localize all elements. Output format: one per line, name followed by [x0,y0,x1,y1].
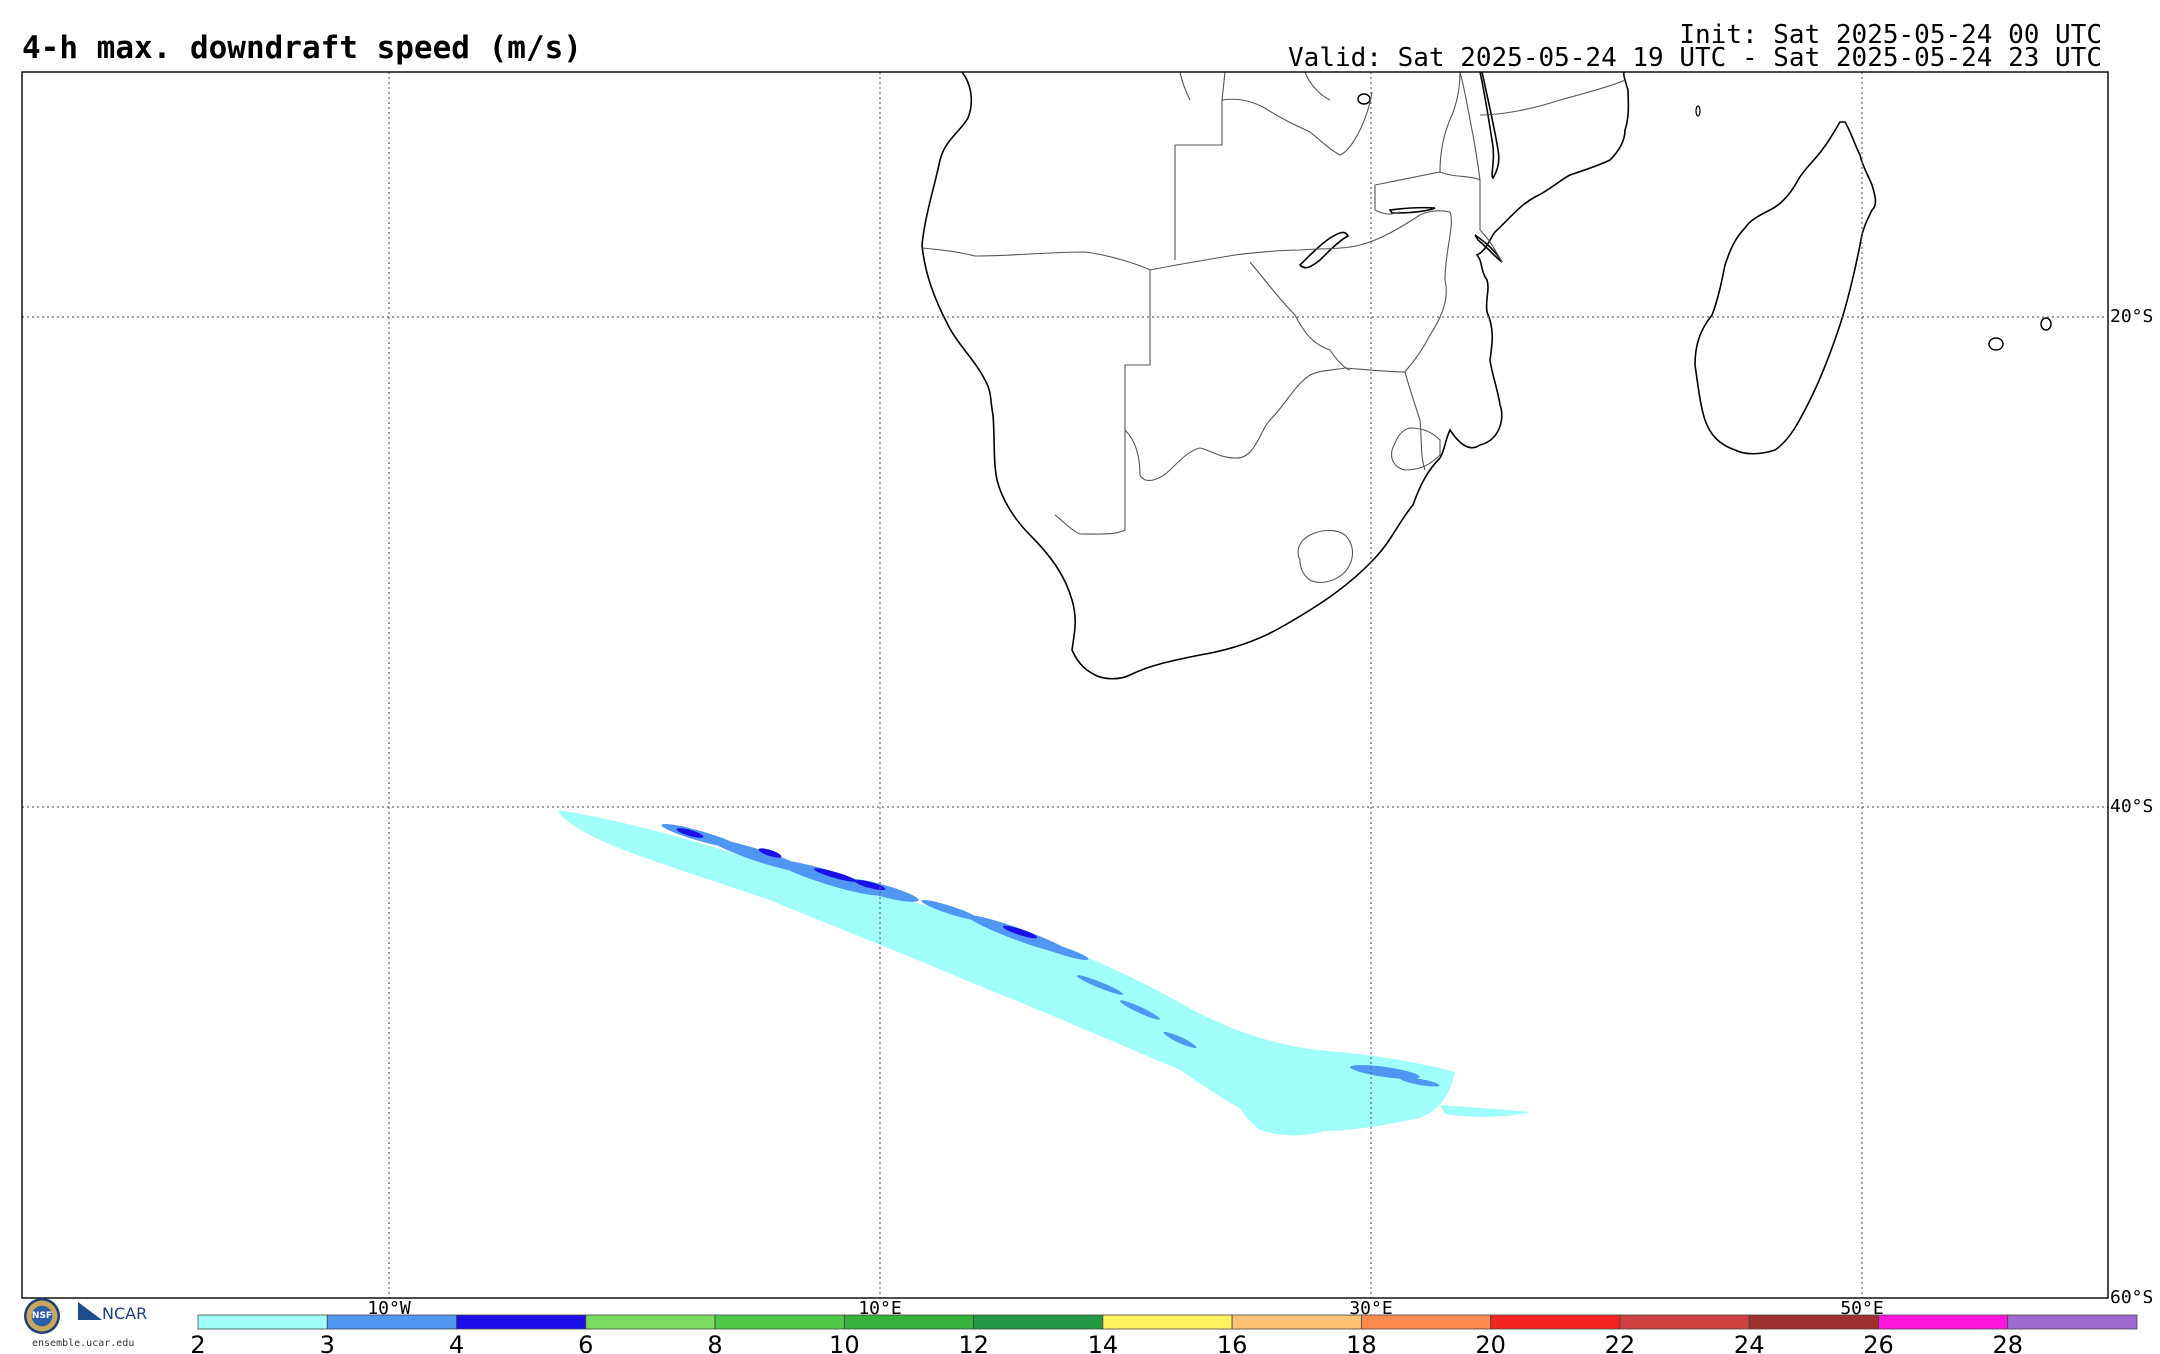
national-border [1297,529,1354,583]
colorbar-tick-label: 3 [320,1331,335,1354]
colorbar-swatch [585,1314,716,1330]
colorbar-swatch [1490,1314,1621,1330]
colorbar-tick-label: 24 [1734,1331,1765,1354]
colorbar-tick-label: 26 [1863,1331,1894,1354]
colorbar-tick-label: 6 [578,1331,593,1354]
national-border [1459,71,1481,181]
colorbar-tick-label: 2 [190,1331,205,1354]
colorbar-swatch [1102,1314,1233,1330]
lon-label-10e: 10°E [858,1298,901,1319]
national-border [1054,270,1151,535]
lake-outline [1357,93,1371,105]
field-level-3-streak [1031,939,1089,961]
map-frame [21,71,2109,1299]
national-border [1179,71,1191,101]
colorbar-tick-label: 16 [1217,1331,1248,1354]
colorbar-swatch [2007,1314,2138,1330]
madagascar-coastline [1694,121,1877,455]
valid-time: Valid: Sat 2025-05-24 19 UTC - Sat 2025-… [1288,43,2102,73]
national-border [1359,210,1452,373]
colorbar-swatch [843,1314,974,1330]
colorbar-tick-label: 4 [449,1331,464,1354]
colorbar-tick-label: 12 [958,1331,989,1354]
lon-label-10w: 10°W [367,1298,411,1319]
national-border [1124,367,1406,481]
field-level-4-core [1002,925,1038,939]
lat-label-60s: 60°S [2110,1287,2153,1308]
colorbar-swatch [973,1314,1104,1330]
lon-label-50e: 50°E [1840,1298,1883,1319]
graticule [22,72,2108,1298]
colorbar-tick-label: 20 [1475,1331,1506,1354]
field-level-4 [676,828,1038,939]
island-outline [2040,317,2052,331]
colorbar-tick-label: 28 [1992,1331,2023,1354]
colorbar-swatch [1878,1314,2009,1330]
lon-label-30e: 30°E [1349,1298,1392,1319]
logo-url: ensemble.ucar.edu [32,1338,135,1349]
colorbar: 2 3 4 6 8 10 12 14 16 18 20 22 24 26 28 [190,1314,2138,1354]
national-border [1479,229,1503,263]
africa-coastline [921,71,1630,680]
field-level-3-streak [1163,1031,1197,1049]
lat-label-40s: 40°S [2110,796,2153,817]
colorbar-tick-label: 14 [1088,1331,1119,1354]
ncar-logo: NSF NCAR ensemble.ucar.edu [22,1296,172,1354]
national-border [921,244,1361,271]
field-level-4-core [813,868,857,882]
ncar-mark-icon [78,1302,102,1320]
lake-outline [1479,71,1500,180]
field-level-4-core [854,879,886,891]
colorbar-tick-label: 10 [829,1331,860,1354]
field-level-3-streak [921,899,979,921]
colorbar-tick-label: 18 [1346,1331,1377,1354]
colorbar-swatch [714,1314,845,1330]
national-border [1221,91,1373,156]
colorbar-swatch [456,1314,587,1330]
colorbar-tick-label: 22 [1605,1331,1636,1354]
lake-outline [1388,206,1436,214]
field-level-3-streak [1350,1065,1420,1079]
lat-label-20s: 20°S [2110,306,2153,327]
national-border [1404,371,1426,471]
field-level-3-streak [1400,1077,1440,1087]
national-border [1374,185,1401,215]
national-border [1249,261,1351,371]
national-border [1439,71,1461,173]
colorbar-swatch [1748,1314,1879,1330]
coastlines [921,71,2052,680]
national-border [1391,427,1441,471]
field-level-2-band [558,810,1455,1132]
island-outline [1695,105,1701,117]
field-level-2-patch [1230,1080,1340,1136]
colorbar-swatch [1619,1314,1750,1330]
national-border [1479,79,1626,116]
lake-outline [1298,231,1350,269]
init-time: Init: Sat 2025-05-24 00 UTC [1679,20,2102,50]
field-level-3-streak [1120,1000,1160,1020]
downdraft-field [558,810,1530,1136]
colorbar-swatch [1361,1314,1492,1330]
national-border [1374,171,1481,230]
colorbar-tick-label: 8 [707,1331,722,1354]
field-level-4-core [676,828,704,838]
colorbar-swatch [326,1314,457,1330]
field-level-3-streak [1076,975,1124,995]
colorbar-swatch [1231,1314,1362,1330]
map-title: 4-h max. downdraft speed (m/s) [22,30,582,66]
national-border [1175,71,1226,146]
colorbar-swatch [197,1314,328,1330]
island-outline [1988,337,2004,351]
nsf-logo-icon: NSF [24,1298,60,1334]
national-border [1304,71,1331,101]
ncar-logo-text: NCAR [102,1304,148,1323]
field-level-2-patch [1440,1105,1530,1117]
field-level-4-core [758,848,782,858]
